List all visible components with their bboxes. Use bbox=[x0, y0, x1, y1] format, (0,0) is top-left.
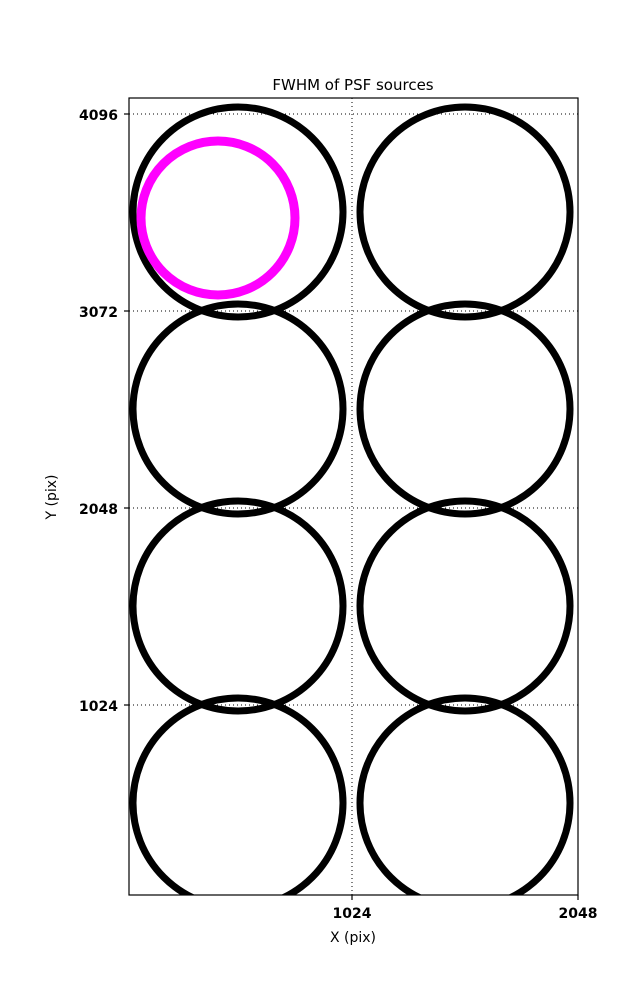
psf-marker[interactable] bbox=[129, 497, 347, 715]
psf-marker[interactable] bbox=[356, 694, 574, 908]
psf-marker[interactable] bbox=[129, 300, 347, 518]
y-tick-label-2048: 2048 bbox=[79, 502, 118, 518]
chart-title: FWHM of PSF sources bbox=[272, 76, 433, 94]
tick-marks bbox=[124, 113, 579, 900]
plot-frame bbox=[128, 97, 579, 896]
axes-spines bbox=[128, 97, 579, 896]
data-markers bbox=[129, 103, 574, 908]
psf-marker[interactable] bbox=[129, 103, 347, 321]
psf-marker[interactable] bbox=[129, 694, 347, 908]
plot-area-background bbox=[129, 98, 578, 895]
psf-marker[interactable] bbox=[356, 300, 574, 518]
y-axis-label: Y (pix) bbox=[44, 475, 60, 521]
reference-fwhm-marker[interactable] bbox=[136, 136, 300, 300]
y-tick-label-4096: 4096 bbox=[79, 108, 118, 124]
y-tick-label-1024: 1024 bbox=[79, 699, 118, 715]
psf-marker[interactable] bbox=[356, 103, 574, 321]
psf-marker[interactable] bbox=[356, 497, 574, 715]
y-tick-label-3072: 3072 bbox=[79, 305, 118, 321]
reference-fwhm-markers[interactable] bbox=[136, 136, 300, 300]
x-tick-label-2048: 2048 bbox=[559, 906, 598, 922]
psf-source-markers[interactable] bbox=[129, 103, 574, 908]
x-axis-label: X (pix) bbox=[330, 930, 376, 946]
x-tick-label-1024: 1024 bbox=[333, 906, 372, 922]
